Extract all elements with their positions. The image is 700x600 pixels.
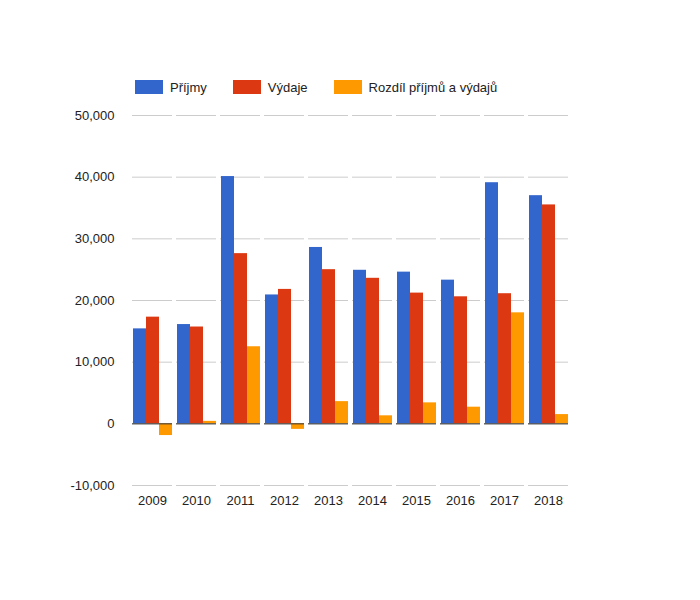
svg-text:2017: 2017 [490, 493, 519, 508]
svg-text:50,000: 50,000 [75, 108, 115, 123]
html-text:Příjmy: Příjmy [170, 79, 207, 95]
svg-text:2018: 2018 [534, 493, 563, 508]
svg-text:2009: 2009 [138, 493, 167, 508]
svg-text:10,000: 10,000 [75, 354, 115, 369]
svg-text:2014: 2014 [358, 493, 387, 508]
svg-text:20,000: 20,000 [75, 293, 115, 308]
svg-text:2013: 2013 [314, 493, 343, 508]
svg-text:2011: 2011 [227, 493, 255, 508]
svg-text:0: 0 [107, 416, 114, 431]
svg-text:2015: 2015 [402, 493, 431, 508]
html-text:Výdaje: Výdaje [267, 79, 308, 95]
svg-text:30,000: 30,000 [75, 231, 115, 246]
svg-text:40,000: 40,000 [75, 169, 115, 184]
svg-text:2016: 2016 [446, 493, 475, 508]
svg-text:-10,000: -10,000 [70, 478, 114, 493]
svg-text:2010: 2010 [182, 493, 211, 508]
html-text:Rozdíl příjmů a výdajů: Rozdíl příjmů a výdajů [368, 79, 498, 95]
svg-text:2012: 2012 [270, 493, 299, 508]
